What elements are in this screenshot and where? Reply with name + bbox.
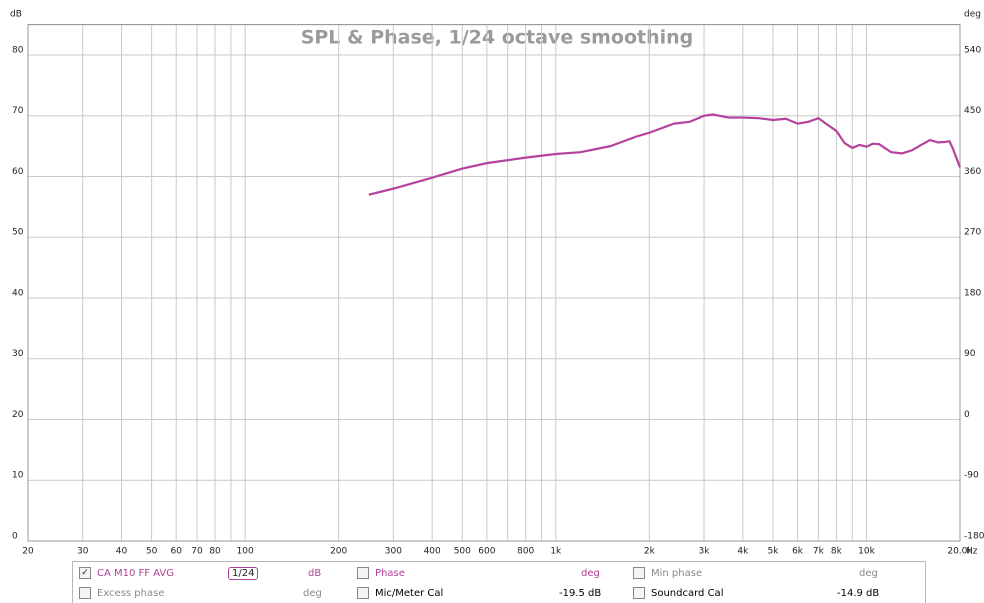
plot-area — [27, 24, 961, 542]
x-tick-label: 20.0k — [947, 547, 973, 557]
legend-panel: ✓ CA M10 FF AVG 1/24 dB Phase deg Min pha… — [72, 561, 926, 603]
checkbox[interactable]: ✓ — [79, 567, 91, 579]
chart-title: SPL & Phase, 1/24 octave smoothing — [301, 27, 694, 49]
legend-label: Soundcard Cal — [651, 587, 724, 599]
checkbox[interactable] — [79, 587, 91, 599]
legend-label: Mic/Meter Cal — [375, 587, 444, 599]
y2-tick-label: 270 — [964, 228, 981, 238]
x-tick-label: 600 — [478, 547, 495, 557]
y-tick-label: 30 — [12, 349, 24, 359]
y2-tick-label: 90 — [964, 349, 976, 359]
y-tick-label: 0 — [12, 532, 18, 542]
x-tick-label: 8k — [831, 547, 843, 557]
x-tick-label: 1k — [550, 547, 562, 557]
x-tick-label: 40 — [116, 547, 128, 557]
chart: SPL & Phase, 1/24 octave smoothing dB de… — [10, 10, 984, 557]
checkbox[interactable] — [357, 567, 369, 579]
legend-entry[interactable]: Excess phase — [79, 584, 165, 602]
y-tick-label: 60 — [12, 167, 24, 177]
x-tick-label: 800 — [517, 547, 534, 557]
x-tick-label: 6k — [792, 547, 804, 557]
y-tick-label: 80 — [12, 45, 24, 55]
x-tick-label: 4k — [737, 547, 749, 557]
y-tick-label: 70 — [12, 106, 24, 116]
x-tick-label: 400 — [424, 547, 441, 557]
y2-tick-label: -180 — [964, 532, 984, 542]
y2-tick-label: 180 — [964, 288, 981, 298]
x-tick-label: 500 — [454, 547, 471, 557]
x-tick-label: 100 — [237, 547, 254, 557]
y-tick-label: 50 — [12, 228, 24, 238]
legend-entry[interactable]: ✓ CA M10 FF AVG — [79, 564, 174, 582]
spl-line — [368, 113, 962, 196]
unit: deg — [859, 567, 878, 579]
legend-label: Excess phase — [97, 587, 165, 599]
plot-area — [27, 24, 961, 542]
x-tick-label: 30 — [77, 547, 89, 557]
legend-entry[interactable]: Soundcard Cal — [633, 584, 723, 602]
x-tick-label: 20 — [22, 547, 34, 557]
legend-entry[interactable]: Min phase — [633, 564, 702, 582]
checkbox[interactable] — [633, 567, 645, 579]
x-tick-label: 50 — [146, 547, 158, 557]
unit: -14.9 dB — [837, 587, 880, 599]
y-tick-label: 10 — [12, 471, 24, 481]
x-tick-label: 5k — [767, 547, 779, 557]
legend-label: Min phase — [651, 567, 703, 579]
x-tick-label: 80 — [209, 547, 221, 557]
x-unit-label: Hz — [966, 547, 978, 557]
x-tick-label: 60 — [170, 547, 182, 557]
smoothing-label: 1/24 — [228, 566, 259, 580]
y-axis-label: dB — [10, 10, 22, 20]
y2-axis-label: deg — [964, 10, 981, 20]
legend-label: Phase — [375, 567, 405, 579]
unit: -19.5 dB — [559, 587, 602, 599]
unit: dB — [308, 567, 322, 579]
y2-tick-label: -90 — [964, 471, 979, 481]
legend-entry[interactable]: Mic/Meter Cal — [357, 584, 443, 602]
y2-tick-label: 360 — [964, 167, 981, 177]
smoothing[interactable]: 1/24 — [228, 564, 259, 582]
y-tick-label: 20 — [12, 410, 24, 420]
x-tick-label: 7k — [813, 547, 825, 557]
x-tick-label: 300 — [385, 547, 402, 557]
y-tick-label: 40 — [12, 288, 24, 298]
unit: deg — [303, 587, 322, 599]
legend-label: CA M10 FF AVG — [97, 567, 175, 579]
y2-tick-label: 540 — [964, 45, 981, 55]
checkbox[interactable] — [633, 587, 645, 599]
checkbox[interactable] — [357, 587, 369, 599]
x-tick-label: 10k — [858, 547, 875, 557]
x-tick-label: 3k — [699, 547, 711, 557]
x-tick-label: 70 — [191, 547, 203, 557]
x-tick-label: 2k — [644, 547, 656, 557]
legend-entry[interactable]: Phase — [357, 564, 405, 582]
x-tick-label: 200 — [330, 547, 347, 557]
y2-tick-label: 450 — [964, 106, 981, 116]
unit: deg — [581, 567, 600, 579]
y2-tick-label: 0 — [964, 410, 970, 420]
